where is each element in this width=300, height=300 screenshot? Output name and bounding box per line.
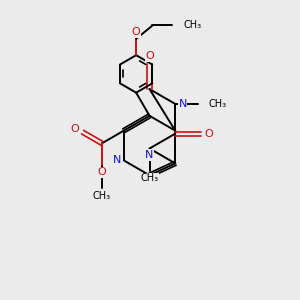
Text: N: N: [145, 150, 154, 160]
Text: O: O: [132, 27, 140, 37]
Text: N: N: [113, 155, 122, 165]
Text: O: O: [71, 124, 80, 134]
Text: CH₃: CH₃: [209, 99, 227, 109]
Text: O: O: [145, 51, 154, 62]
Text: CH₃: CH₃: [93, 191, 111, 201]
Text: O: O: [205, 129, 213, 139]
Text: CH₃: CH₃: [140, 173, 159, 183]
Text: O: O: [98, 167, 106, 177]
Text: N: N: [178, 99, 187, 109]
Text: CH₃: CH₃: [183, 20, 201, 31]
